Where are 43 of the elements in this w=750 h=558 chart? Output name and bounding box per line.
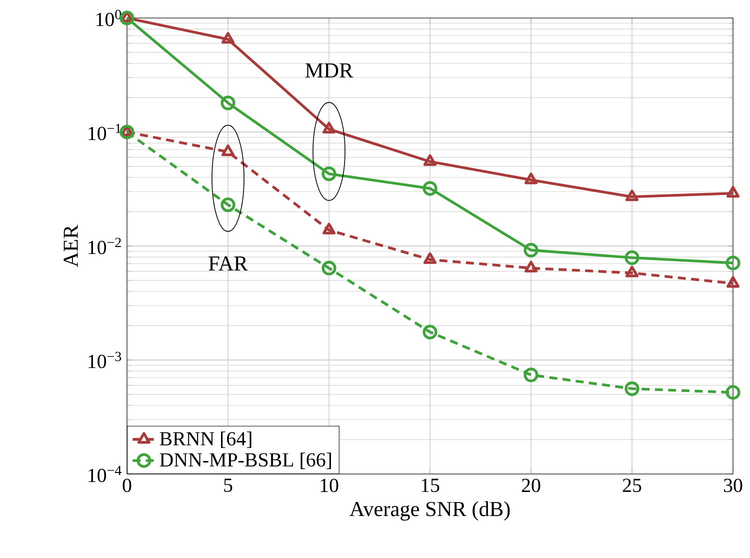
point — [322, 260, 336, 276]
x-tick-label: 25 — [622, 478, 642, 492]
point — [220, 197, 236, 212]
point — [726, 256, 740, 270]
point — [422, 324, 438, 340]
point — [221, 32, 235, 44]
y-tick-label: 10$^{−1}$ — [88, 124, 121, 140]
point — [524, 368, 538, 382]
y-tick-label: 10$^{−4}$ — [88, 466, 122, 482]
legend-label: DNN-MP-BSBL [66] — [160, 452, 331, 470]
annotation: MDR — [305, 63, 354, 78]
x-axis-title: Average SNR (dB) — [350, 501, 510, 521]
point — [726, 186, 740, 198]
point — [424, 154, 437, 166]
x-tick-label: 0 — [122, 478, 132, 492]
point — [422, 181, 438, 196]
point — [322, 222, 336, 234]
point — [120, 10, 134, 26]
point — [626, 190, 639, 202]
y-tick-label: 10$^{−2}$ — [88, 238, 121, 254]
point — [626, 266, 639, 278]
x-tick-label: 10 — [320, 478, 338, 492]
legend-label: BRNN [64] — [160, 431, 252, 448]
x-tick-label: 15 — [422, 478, 440, 492]
point — [726, 385, 740, 400]
y-axis-title: AER — [64, 224, 78, 268]
annotation: FAR — [208, 256, 248, 270]
point — [322, 166, 336, 182]
point — [524, 242, 538, 258]
point — [424, 252, 437, 264]
point — [220, 96, 236, 110]
point — [221, 144, 235, 156]
point — [322, 122, 336, 134]
point — [624, 250, 640, 265]
point — [726, 276, 740, 288]
x-tick-label: 20 — [522, 478, 540, 492]
point — [524, 172, 538, 184]
y-tick-label: 10$^{−3}$ — [88, 352, 122, 368]
point — [624, 381, 640, 396]
x-tick-label: 5 — [224, 478, 232, 492]
point — [524, 260, 538, 272]
point — [120, 124, 134, 140]
x-tick-label: 30 — [724, 478, 742, 492]
